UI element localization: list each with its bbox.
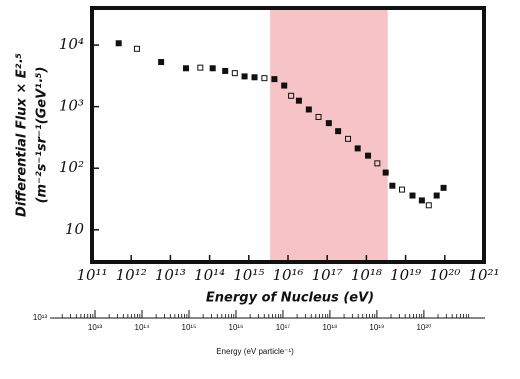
data-point xyxy=(271,76,278,83)
ruler-tick-label: 10¹⁴ xyxy=(135,323,151,332)
data-point xyxy=(197,64,204,71)
ruler-tick-label: 10¹⁹ xyxy=(369,323,384,332)
data-point xyxy=(345,135,352,142)
data-point xyxy=(409,192,416,199)
data-point xyxy=(425,202,432,209)
data-point xyxy=(133,45,140,52)
data-point xyxy=(222,67,229,74)
ruler-tick-label: 10¹⁷ xyxy=(276,323,291,332)
data-point xyxy=(382,169,389,176)
data-point xyxy=(115,40,122,47)
ruler-edge-label: 10¹³ xyxy=(33,313,48,322)
data-point xyxy=(433,192,440,199)
x-tick-label: 10¹² xyxy=(116,266,147,284)
ruler-tick-label: 10¹⁸ xyxy=(322,323,337,332)
ruler-tick-label: 10¹³ xyxy=(88,323,103,332)
data-point xyxy=(231,70,238,77)
x-axis-label: Energy of Nucleus (eV) xyxy=(206,291,374,306)
x-tick-label: 10¹⁶ xyxy=(272,266,303,284)
y-tick-label: 10³ xyxy=(59,97,84,115)
x-tick-label: 10¹⁸ xyxy=(351,266,382,284)
data-point xyxy=(418,197,425,204)
y-axis-label-units: (m⁻²s⁻¹sr⁻¹(GeV¹·⁵) xyxy=(35,67,50,204)
ruler-label: Energy (eV particle⁻¹) xyxy=(216,347,294,356)
data-point xyxy=(305,106,312,113)
ruler-tick-label: 10¹⁶ xyxy=(229,323,244,332)
x-tick-label: 10¹³ xyxy=(155,266,186,284)
data-point xyxy=(158,59,165,66)
x-tick-label: 10²¹ xyxy=(468,266,499,284)
data-point xyxy=(241,73,248,80)
ruler-tick-label: 10¹⁵ xyxy=(182,323,197,332)
x-tick-label: 10¹⁵ xyxy=(233,266,264,284)
data-point xyxy=(365,152,372,159)
highlight-band xyxy=(270,8,388,262)
data-point xyxy=(295,97,302,104)
x-tick-label: 10¹¹ xyxy=(76,266,107,284)
x-tick-label: 10¹⁷ xyxy=(312,266,343,284)
data-point xyxy=(335,128,342,135)
data-point xyxy=(261,75,268,82)
x-tick-label: 10²⁰ xyxy=(429,266,460,284)
data-point xyxy=(251,74,258,81)
y-tick-label: 10⁴ xyxy=(59,35,84,53)
x-tick-label: 10¹⁴ xyxy=(194,266,225,284)
data-point xyxy=(440,184,447,191)
y-tick-label: 10 xyxy=(65,220,85,238)
y-axis-label: Differential Flux × E²·⁵ xyxy=(15,53,30,217)
data-point xyxy=(209,65,216,72)
data-point xyxy=(182,65,189,72)
data-point xyxy=(354,145,361,152)
data-point xyxy=(399,186,406,193)
y-tick-label: 10² xyxy=(59,158,84,176)
data-point xyxy=(389,182,396,189)
data-point xyxy=(325,120,332,127)
ruler-minor-ticks xyxy=(61,314,470,318)
data-point xyxy=(315,113,322,120)
x-tick-label: 10¹⁹ xyxy=(390,266,421,284)
data-point xyxy=(281,82,288,89)
ruler-tick-label: 10²⁰ xyxy=(416,323,431,332)
data-point xyxy=(288,92,295,99)
data-point xyxy=(374,160,381,167)
